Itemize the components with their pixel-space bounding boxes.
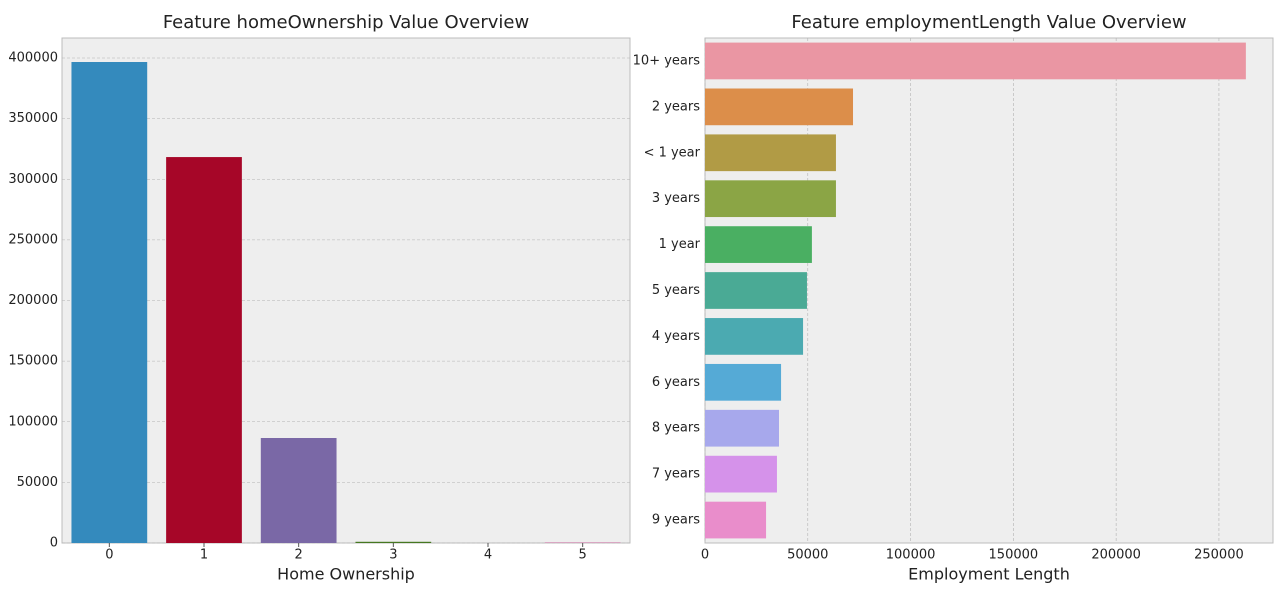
x-axis-label: Employment Length xyxy=(908,565,1070,584)
x-tick-label: 250000 xyxy=(1194,548,1244,563)
y-tick-label: 6 years xyxy=(652,375,700,390)
x-tick-label: 50000 xyxy=(787,548,828,563)
bar xyxy=(260,437,337,543)
bar xyxy=(705,134,836,172)
chart-title: Feature homeOwnership Value Overview xyxy=(163,12,529,33)
bar xyxy=(705,180,836,218)
y-tick-label: 3 years xyxy=(652,191,700,206)
bar xyxy=(705,455,777,493)
y-tick-label: 100000 xyxy=(8,414,58,429)
y-tick-label: 1 year xyxy=(659,237,701,252)
bar xyxy=(705,363,782,401)
bar xyxy=(705,409,780,447)
x-tick-label: 4 xyxy=(484,548,492,563)
bar xyxy=(705,318,804,355)
y-tick-label: 9 years xyxy=(652,513,700,528)
y-tick-label: 4 years xyxy=(652,329,700,344)
y-tick-label: 350000 xyxy=(8,111,58,126)
bar xyxy=(355,541,432,543)
bar xyxy=(71,62,148,543)
y-tick-label: < 1 year xyxy=(644,145,701,160)
x-tick-label: 5 xyxy=(579,548,587,563)
x-tick-label: 200000 xyxy=(1091,548,1141,563)
x-tick-label: 0 xyxy=(105,548,113,563)
y-tick-label: 50000 xyxy=(17,475,58,490)
y-tick-label: 250000 xyxy=(8,232,58,247)
bar xyxy=(705,501,767,539)
x-tick-label: 150000 xyxy=(989,548,1039,563)
chart-title: Feature employmentLength Value Overview xyxy=(791,12,1186,33)
bar xyxy=(705,226,812,263)
y-tick-label: 400000 xyxy=(8,51,58,66)
x-tick-label: 1 xyxy=(200,548,208,563)
y-tick-label: 10+ years xyxy=(633,53,701,68)
bar xyxy=(705,272,807,309)
bar xyxy=(705,42,1246,80)
y-tick-label: 2 years xyxy=(652,99,700,114)
x-tick-label: 2 xyxy=(295,548,303,563)
bar xyxy=(166,157,242,543)
plot-area xyxy=(61,37,631,544)
bar xyxy=(544,542,621,543)
y-tick-label: 200000 xyxy=(8,293,58,308)
bar xyxy=(705,88,854,126)
y-tick-label: 300000 xyxy=(8,172,58,187)
y-tick-label: 0 xyxy=(50,536,58,551)
y-tick-label: 8 years xyxy=(652,421,700,436)
x-tick-label: 100000 xyxy=(886,548,936,563)
y-tick-label: 150000 xyxy=(8,354,58,369)
y-tick-label: 5 years xyxy=(652,283,700,298)
x-tick-label: 0 xyxy=(701,548,709,563)
x-axis-label: Home Ownership xyxy=(277,565,415,584)
x-tick-label: 3 xyxy=(389,548,397,563)
y-tick-label: 7 years xyxy=(652,467,700,482)
